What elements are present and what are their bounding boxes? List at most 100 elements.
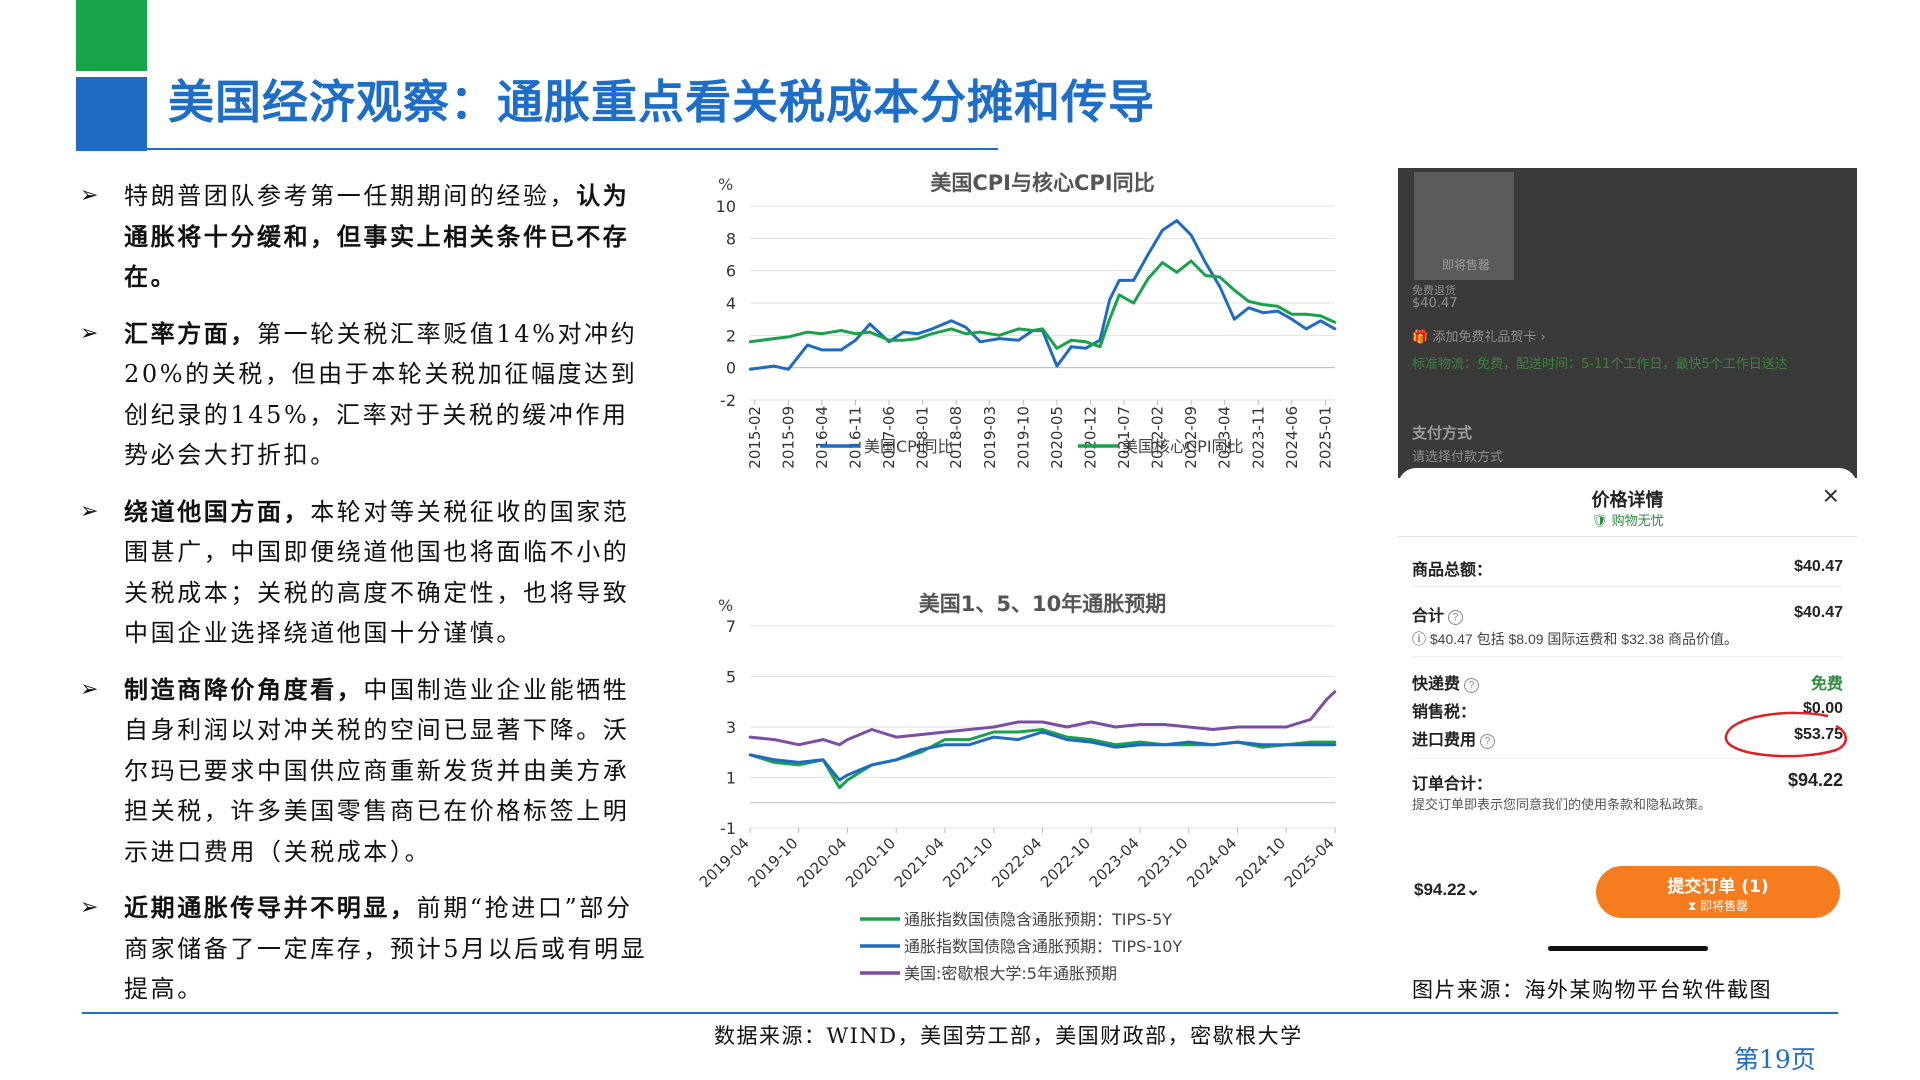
data-point bbox=[797, 763, 801, 767]
x-tick-label: 2018-01 bbox=[914, 406, 932, 469]
data-point bbox=[1138, 723, 1142, 726]
x-tick-label: 2022-09 bbox=[1182, 406, 1200, 469]
product-thumbnail: 即将售罄 bbox=[1414, 172, 1514, 280]
data-point bbox=[1090, 740, 1093, 744]
data-point bbox=[1146, 277, 1150, 281]
close-icon[interactable]: × bbox=[1822, 480, 1839, 511]
data-point bbox=[998, 337, 1001, 340]
chart-title: 美国1、5、10年通胀预期 bbox=[919, 592, 1166, 616]
arrow-bullet-icon: ➢ bbox=[80, 676, 102, 702]
data-point bbox=[950, 327, 953, 331]
bottom-total-row[interactable]: $94.22⌄ bbox=[1414, 880, 1480, 900]
question-icon[interactable]: ? bbox=[1480, 734, 1496, 749]
data-point bbox=[839, 329, 843, 332]
data-point bbox=[748, 753, 752, 757]
y-tick-label: 6 bbox=[726, 262, 736, 281]
data-point bbox=[748, 368, 752, 371]
data-point bbox=[992, 725, 996, 729]
series-line bbox=[749, 690, 1337, 747]
bullet-text: 特朗普团队参考第一任期期间的经验， bbox=[124, 182, 577, 210]
phone-screenshot: 即将售罄 免费退货 $40.47 🎁 添加免费礼品贺卡 › 标准物流：免费，配送… bbox=[1398, 168, 1857, 960]
data-point bbox=[797, 743, 801, 746]
data-point bbox=[930, 327, 934, 331]
y-tick-label: 0 bbox=[726, 359, 736, 378]
data-point bbox=[1098, 345, 1102, 348]
page-number: 第19页 bbox=[1734, 1045, 1816, 1074]
y-tick-label: 8 bbox=[726, 229, 736, 248]
data-point bbox=[1187, 725, 1191, 729]
data-point bbox=[1333, 743, 1337, 746]
terms-text[interactable]: 提交订单即表示您同意我们的使用条款和隐私政策。 bbox=[1412, 797, 1712, 812]
data-point bbox=[1333, 327, 1337, 331]
data-point bbox=[838, 778, 841, 782]
data-point bbox=[1017, 338, 1020, 342]
data-point bbox=[854, 332, 857, 335]
x-tick-label: 2019-03 bbox=[981, 406, 999, 469]
x-tick-label: 2016-11 bbox=[846, 406, 864, 469]
bullet-2: ➢ 汇率方面，第一轮关税汇率贬值14%对冲约20%的关税，但由于本轮关税加征幅度… bbox=[78, 314, 653, 476]
x-tick-label: 2023-11 bbox=[1249, 406, 1267, 469]
data-point bbox=[1325, 697, 1329, 701]
goods-total-value: $40.47 bbox=[1794, 558, 1843, 575]
data-point bbox=[846, 778, 849, 782]
data-point bbox=[1309, 718, 1312, 721]
y-tick-label: 5 bbox=[726, 668, 736, 687]
y-unit-label: % bbox=[718, 596, 733, 615]
submit-order-button[interactable]: 提交订单 (1) ⧗ 即将售罄 bbox=[1596, 866, 1840, 918]
data-point bbox=[1304, 327, 1308, 331]
data-point bbox=[902, 330, 905, 334]
data-point bbox=[930, 332, 934, 335]
data-point bbox=[1041, 327, 1044, 331]
free-return-label: 免费退货 bbox=[1412, 284, 1456, 297]
data-point bbox=[1138, 743, 1142, 746]
y-tick-label: 7 bbox=[726, 617, 736, 636]
data-point bbox=[1204, 261, 1207, 264]
y-unit-label: % bbox=[718, 175, 733, 194]
bullet-1: ➢ 特朗普团队参考第一任期期间的经验，认为通胀将十分缓和，但事实上相关条件已不存… bbox=[78, 176, 653, 298]
data-point bbox=[1070, 338, 1073, 342]
x-tick-label: 2019-10 bbox=[745, 834, 802, 891]
data-point bbox=[839, 348, 843, 352]
x-tick-label: 2025-01 bbox=[1316, 406, 1334, 469]
data-point bbox=[1016, 738, 1020, 741]
submit-sublabel: 即将售罄 bbox=[1700, 899, 1749, 913]
data-point bbox=[1108, 317, 1111, 321]
red-circle-annotation bbox=[1724, 711, 1847, 758]
x-tick-label: 2021-04 bbox=[891, 834, 948, 891]
bullet-text: 本轮对等关税征收的国家范围甚广，中国即便绕道他国也将面临不小的关税成本；关税的高… bbox=[124, 497, 630, 648]
y-tick-label: -2 bbox=[720, 391, 736, 410]
gift-card-row: 🎁 添加免费礼品贺卡 › bbox=[1412, 326, 1546, 345]
x-tick-label: 2025-04 bbox=[1281, 834, 1338, 891]
x-tick-label: 2015-09 bbox=[779, 406, 797, 469]
y-tick-label: -1 bbox=[720, 819, 736, 838]
data-point bbox=[838, 743, 841, 746]
data-point bbox=[1132, 279, 1135, 282]
data-point bbox=[1065, 738, 1069, 741]
data-point bbox=[806, 330, 809, 334]
data-point bbox=[846, 773, 849, 777]
data-point bbox=[820, 348, 824, 352]
series-line bbox=[749, 259, 1336, 350]
sheet-divider bbox=[1398, 536, 1857, 537]
submit-label: 提交订单 (1) bbox=[1667, 877, 1769, 897]
data-point bbox=[1276, 309, 1279, 313]
dimmed-background: 即将售罄 免费退货 $40.47 🎁 添加免费礼品贺卡 › 标准物流：免费，配送… bbox=[1398, 168, 1857, 478]
data-point bbox=[1189, 233, 1193, 237]
data-point bbox=[1016, 720, 1020, 724]
question-icon[interactable]: ? bbox=[1448, 610, 1464, 625]
data-point bbox=[992, 735, 996, 739]
data-point bbox=[1189, 259, 1193, 263]
data-point bbox=[1161, 261, 1164, 264]
data-point bbox=[1041, 728, 1044, 731]
series-line bbox=[749, 219, 1336, 371]
data-point bbox=[1161, 229, 1164, 232]
gift-card-label: 添加免费礼品贺卡 bbox=[1432, 330, 1537, 345]
import-fee-row: 进口费用? bbox=[1412, 726, 1496, 750]
bullet-3: ➢ 绕道他国方面，本轮对等关税征收的国家范围甚广，中国即便绕道他国也将面临不小的… bbox=[78, 492, 653, 654]
data-point bbox=[1070, 345, 1073, 348]
data-point bbox=[1090, 720, 1093, 724]
question-icon[interactable]: ? bbox=[1464, 678, 1480, 693]
data-point bbox=[943, 738, 947, 741]
data-point bbox=[1108, 298, 1111, 302]
arrow-bullet-icon: ➢ bbox=[80, 320, 102, 346]
